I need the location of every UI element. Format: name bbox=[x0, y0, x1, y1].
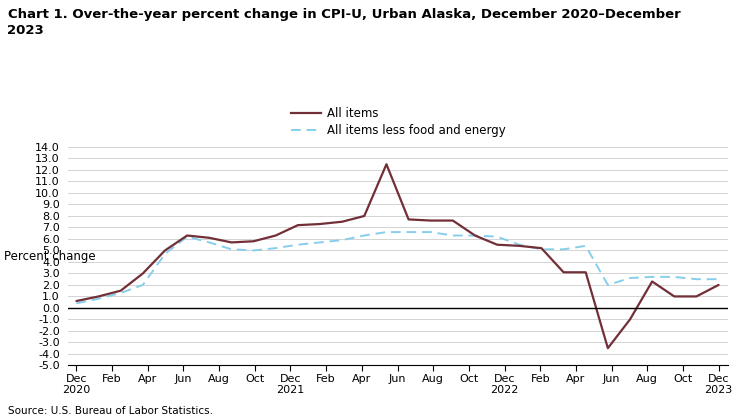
Text: Percent change: Percent change bbox=[4, 250, 95, 262]
Text: Chart 1. Over-the-year percent change in CPI-U, Urban Alaska, December 2020–Dece: Chart 1. Over-the-year percent change in… bbox=[8, 8, 680, 37]
Text: Source: U.S. Bureau of Labor Statistics.: Source: U.S. Bureau of Labor Statistics. bbox=[8, 406, 212, 416]
Legend: All items, All items less food and energy: All items, All items less food and energ… bbox=[291, 107, 506, 137]
